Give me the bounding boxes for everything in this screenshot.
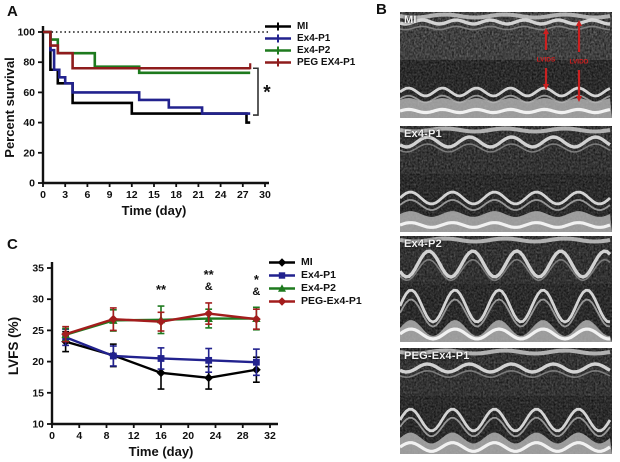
- echo-image: [400, 236, 612, 342]
- echo-label-ex4-p2: Ex4-P2: [404, 238, 442, 250]
- echo-image: [400, 126, 612, 232]
- legend-item-mi: MI: [264, 21, 355, 32]
- svg-text:21: 21: [193, 189, 205, 201]
- svg-text:0: 0: [49, 430, 55, 442]
- annotation-starstar: **: [156, 282, 167, 297]
- svg-text:32: 32: [264, 430, 276, 442]
- lvfs-chart: 0 4 8 12 16 20 24 28 32 10 15 20 25 30 35 Time (day) LVF…: [6, 262, 278, 459]
- legend-sample: [265, 34, 291, 43]
- echocardiogram-ex4-p2: Ex4-P2: [400, 236, 612, 342]
- legend-label: MI: [297, 20, 309, 32]
- legend-label: Ex4-P2: [301, 282, 337, 295]
- svg-text:24: 24: [215, 189, 227, 201]
- lvids-label: LVIDS: [537, 57, 556, 64]
- svg-text:9: 9: [107, 189, 113, 201]
- svg-text:0: 0: [40, 189, 46, 201]
- annotation-amp: &: [205, 281, 213, 293]
- legend-item-peg-ex4-p1: PEG EX4-P1: [264, 57, 355, 68]
- svg-text:100: 100: [17, 27, 35, 39]
- lvfs-y-axis-label: LVFS (%): [6, 317, 21, 375]
- lvfs-x-axis-label: Time (day): [129, 444, 194, 459]
- survival-chart: 0 3 6 9 12 15 18 21 24 27 30 0 20 40 60 80 100 Time (day)…: [2, 26, 271, 218]
- legend-item-ex4-p1: Ex4-P1: [264, 33, 355, 44]
- svg-text:24: 24: [210, 430, 222, 442]
- lvfs-series-ex4-p1: [62, 328, 260, 377]
- legend-label: Ex4-P2: [297, 44, 331, 56]
- svg-text:20: 20: [23, 147, 35, 159]
- survival-curve-peg-ex4-p1: [43, 30, 251, 70]
- echo-label-ex4-p1: Ex4-P1: [404, 128, 442, 140]
- legend-label: MI: [301, 256, 313, 269]
- svg-text:30: 30: [259, 189, 271, 201]
- survival-y-axis-label: Percent survival: [2, 57, 17, 157]
- svg-text:20: 20: [32, 356, 44, 368]
- lvid-measurement-overlay: LVIDS LVIDD: [537, 20, 589, 102]
- legend-sample: [269, 272, 295, 279]
- svg-text:18: 18: [170, 189, 182, 201]
- survival-curve-ex4-p1: [43, 30, 251, 115]
- survival-curve-ex4-p2: [43, 30, 251, 75]
- echo-image: LVIDS LVIDD: [400, 12, 612, 118]
- svg-text:6: 6: [84, 189, 90, 201]
- svg-text:12: 12: [126, 189, 138, 201]
- legend-label: PEG-Ex4-P1: [301, 295, 362, 308]
- annotation-starstar: **: [204, 267, 215, 282]
- svg-text:60: 60: [23, 87, 35, 99]
- legend-item-ex4-p2: Ex4-P2: [268, 283, 362, 294]
- legend-sample: [265, 46, 291, 55]
- legend-item-peg-ex4-p1: PEG-Ex4-P1: [268, 296, 362, 307]
- svg-text:35: 35: [32, 263, 44, 275]
- annotation-star: *: [254, 272, 260, 287]
- significance-asterisk: *: [263, 83, 271, 104]
- panel-c-label: C: [7, 236, 18, 253]
- significance-bracket: [253, 67, 259, 116]
- panel-c-legend: MI Ex4-P1 Ex4-P2 PEG-Ex4-P1: [268, 257, 362, 307]
- svg-text:0: 0: [29, 178, 35, 190]
- svg-text:30: 30: [32, 294, 44, 306]
- svg-text:80: 80: [23, 57, 35, 69]
- svg-text:15: 15: [148, 189, 160, 201]
- legend-sample: [265, 22, 291, 31]
- legend-sample: [269, 297, 295, 306]
- legend-label: Ex4-P1: [301, 269, 337, 282]
- echo-image: [400, 348, 612, 454]
- svg-text:20: 20: [182, 430, 194, 442]
- svg-text:4: 4: [76, 430, 82, 442]
- panel-b-label: B: [376, 1, 387, 18]
- echocardiogram-mi: MI LVIDS LVIDD: [400, 12, 612, 118]
- svg-text:40: 40: [23, 117, 35, 129]
- legend-item-mi: MI: [268, 257, 362, 268]
- echo-label-mi: MI: [404, 14, 417, 26]
- panel-a-legend: MI Ex4-P1 Ex4-P2 PEG EX4-P1: [264, 21, 355, 68]
- svg-text:8: 8: [104, 430, 110, 442]
- svg-text:25: 25: [32, 325, 44, 337]
- legend-item-ex4-p2: Ex4-P2: [264, 45, 355, 56]
- survival-curve-mi: [43, 30, 251, 124]
- svg-text:12: 12: [128, 430, 140, 442]
- svg-text:3: 3: [62, 189, 68, 201]
- lvidd-label: LVIDD: [569, 59, 588, 66]
- echocardiogram-peg-ex4-p1: PEG-Ex4-P1: [400, 348, 612, 454]
- echo-label-peg-ex4-p1: PEG-Ex4-P1: [404, 350, 470, 362]
- svg-text:27: 27: [237, 189, 249, 201]
- panel-a-label: A: [7, 3, 18, 20]
- echocardiogram-ex4-p1: Ex4-P1: [400, 126, 612, 232]
- survival-x-axis-label: Time (day): [122, 203, 187, 218]
- svg-text:10: 10: [32, 419, 44, 431]
- legend-sample: [265, 58, 291, 67]
- legend-sample: [269, 258, 295, 267]
- legend-label: PEG EX4-P1: [297, 56, 356, 68]
- svg-text:15: 15: [32, 387, 44, 399]
- svg-text:16: 16: [155, 430, 167, 442]
- annotation-amp: &: [252, 286, 260, 298]
- legend-label: Ex4-P1: [297, 32, 331, 44]
- legend-item-ex4-p1: Ex4-P1: [268, 270, 362, 281]
- lvfs-series-peg-ex4-p1: [61, 302, 261, 343]
- legend-sample: [269, 284, 295, 292]
- svg-text:28: 28: [237, 430, 249, 442]
